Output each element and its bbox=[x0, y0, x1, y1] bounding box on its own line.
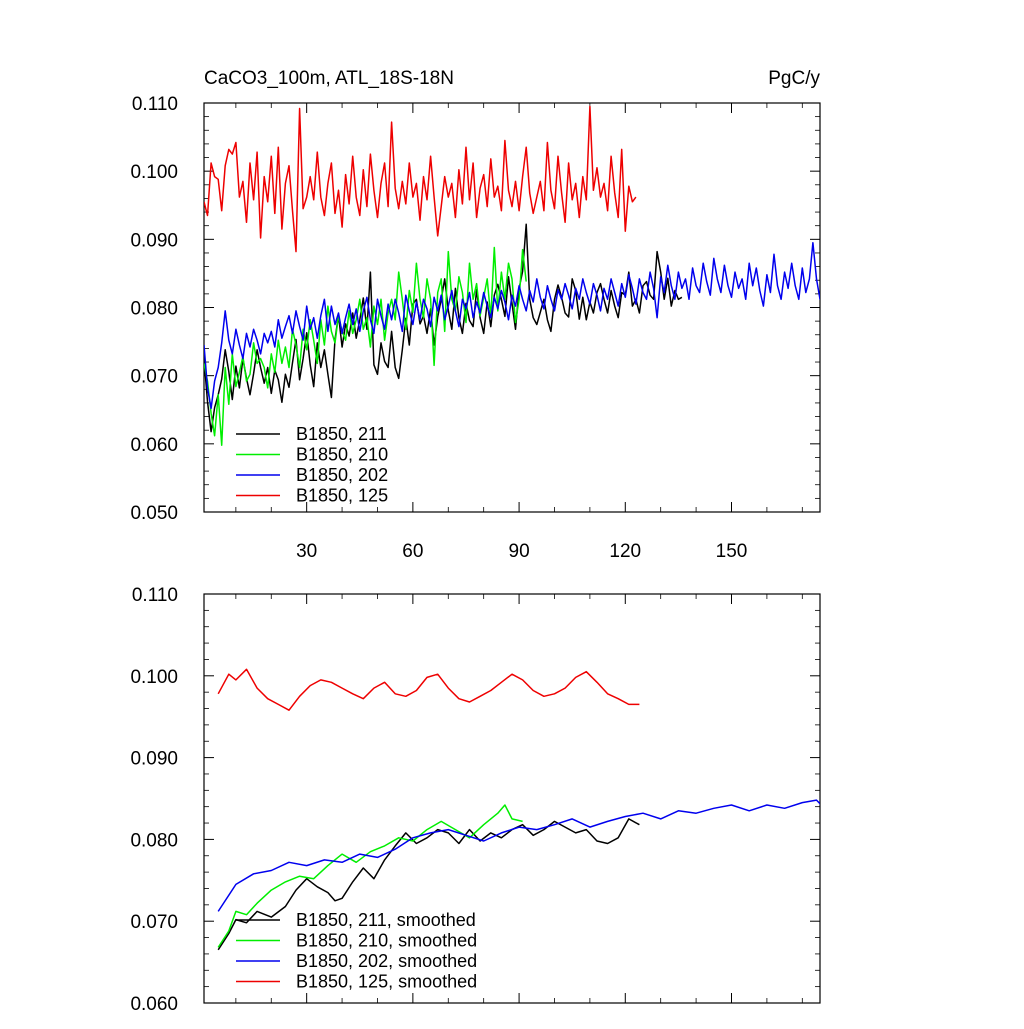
legend-label: B1850, 210 bbox=[296, 445, 388, 465]
legend-label: B1850, 202 bbox=[296, 465, 388, 485]
y-tick-label: 0.070 bbox=[130, 912, 178, 933]
y-tick-label: 0.050 bbox=[130, 503, 178, 524]
chart-panel-2: 0.060 0.070 0.080 0.090 0.100 0.110 B1850, 211… bbox=[130, 585, 821, 1015]
legend-label: B1850, 210, smoothed bbox=[296, 931, 477, 951]
y-tick-label: 0.070 bbox=[130, 367, 178, 388]
x-tick-label: 150 bbox=[716, 541, 748, 562]
y-tick-label: 0.100 bbox=[130, 667, 178, 688]
series-line-1 bbox=[217, 818, 640, 951]
series-line-4 bbox=[204, 105, 637, 253]
y-tick-label: 0.060 bbox=[130, 435, 178, 456]
y-tick-label: 0.090 bbox=[130, 749, 178, 770]
series-line-1 bbox=[204, 223, 683, 433]
legend-label: B1850, 125, smoothed bbox=[296, 972, 477, 992]
y-tick-label: 0.090 bbox=[130, 230, 178, 251]
chart-units: PgC/y bbox=[768, 68, 820, 89]
chart-panel-1: 0.050 0.060 0.070 0.080 0.090 0.100 0.110 30 60 9… bbox=[130, 94, 821, 562]
legend-label: B1850, 125 bbox=[296, 486, 388, 506]
y-tick-label: 0.110 bbox=[132, 94, 178, 115]
chart-title: CaCO3_100m, ATL_18S-18N bbox=[204, 68, 454, 89]
legend-label: B1850, 211, smoothed bbox=[296, 910, 476, 930]
legend-label: B1850, 202, smoothed bbox=[296, 951, 477, 971]
series-line-2 bbox=[217, 804, 523, 948]
y-tick-label: 0.080 bbox=[130, 830, 178, 851]
x-tick-label: 120 bbox=[609, 541, 641, 562]
plot-frame bbox=[203, 593, 821, 1004]
x-tick-label: 60 bbox=[402, 541, 423, 562]
series-line-4 bbox=[217, 668, 640, 711]
x-tick-label: 90 bbox=[509, 541, 530, 562]
y-tick-label: 0.080 bbox=[130, 299, 178, 320]
series-line-3 bbox=[217, 799, 820, 912]
series-line-3 bbox=[204, 241, 820, 410]
y-tick-label: 0.060 bbox=[130, 994, 178, 1015]
x-tick-label: 30 bbox=[296, 541, 317, 562]
legend-label: B1850, 211 bbox=[296, 424, 387, 444]
series-line-2 bbox=[204, 246, 527, 446]
y-tick-label: 0.110 bbox=[132, 585, 178, 606]
y-tick-label: 0.100 bbox=[130, 162, 178, 183]
